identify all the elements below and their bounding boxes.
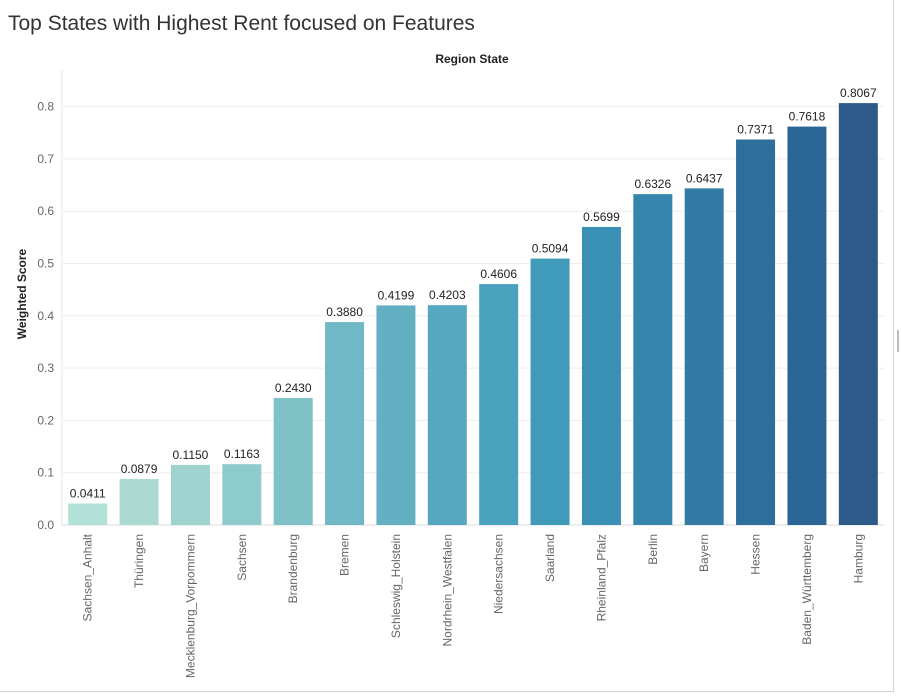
bar-brandenburg[interactable] <box>273 397 313 525</box>
y-tick-label: 0.3 <box>37 361 54 375</box>
y-tick-label: 0.1 <box>37 466 54 480</box>
x-tick-label: Bayern <box>697 534 711 572</box>
bar-value-label: 0.1150 <box>173 448 209 462</box>
bars <box>68 103 878 526</box>
x-tick-label: Brandenburg <box>286 534 300 603</box>
bar-value-label: 0.7618 <box>789 110 826 124</box>
y-tick-label: 0.6 <box>37 204 54 218</box>
x-tick-label: Berlin <box>646 534 660 565</box>
x-tick-label: Rheinland_Pfalz <box>594 534 608 621</box>
value-labels: 0.0411 0.0879 0.1150 0.1163 0.2430 0.3880 0.41… <box>70 86 877 500</box>
bar-value-label: 0.6437 <box>686 171 723 185</box>
page-title: Top States with Highest Rent focused on … <box>8 12 475 35</box>
bar-hessen[interactable] <box>736 139 776 525</box>
x-tick-label: Hamburg <box>851 534 865 583</box>
bar-value-label: 0.0879 <box>121 462 158 476</box>
bar-mecklenburg_vorpommern[interactable] <box>170 464 210 525</box>
x-tick-label: Baden_Württemberg <box>800 534 814 645</box>
bar-berlin[interactable] <box>633 194 673 525</box>
x-tick-label: Mecklenburg_Vorpommern <box>183 534 197 678</box>
bar-thüringen[interactable] <box>119 479 159 525</box>
bar-value-label: 0.5699 <box>583 210 620 224</box>
x-axis-ticks: Sachsen_Anhalt Thüringen Mecklenburg_Vorpo… <box>81 533 866 678</box>
bar-value-label: 0.2430 <box>275 381 312 395</box>
x-tick-label: Schleswig_Holstein <box>389 534 403 638</box>
y-tick-label: 0.2 <box>37 413 54 427</box>
x-tick-label: Saarland <box>543 534 557 582</box>
y-axis-title: Weighted Score <box>15 248 29 339</box>
y-tick-label: 0.4 <box>37 309 54 323</box>
bar-nordrhein_westfalen[interactable] <box>427 305 467 525</box>
bar-baden_württemberg[interactable] <box>787 126 827 526</box>
y-tick-label: 0.5 <box>37 257 54 271</box>
x-tick-label: Bremen <box>338 534 352 576</box>
x-tick-label: Sachsen_Anhalt <box>81 533 95 621</box>
bar-value-label: 0.8067 <box>840 86 877 100</box>
bar-value-label: 0.4203 <box>429 288 466 302</box>
bar-sachsen_anhalt[interactable] <box>68 503 108 525</box>
y-tick-label: 0.8 <box>37 100 54 114</box>
bar-rheinland_pfalz[interactable] <box>581 226 621 525</box>
bar-value-label: 0.0411 <box>70 487 106 501</box>
x-tick-label: Sachsen <box>235 534 249 581</box>
bar-value-label: 0.6326 <box>634 177 671 191</box>
bar-value-label: 0.7371 <box>737 123 774 137</box>
bar-saarland[interactable] <box>530 258 570 525</box>
resize-handle[interactable] <box>897 330 899 352</box>
x-tick-label: Niedersachsen <box>492 534 506 614</box>
bar-value-label: 0.1163 <box>224 447 260 461</box>
x-tick-label: Thüringen <box>132 534 146 588</box>
x-tick-label: Nordrhein_Westfalen <box>440 534 454 647</box>
y-tick-label: 0.7 <box>37 152 54 166</box>
x-axis-title: Region State <box>435 52 509 66</box>
bar-bayern[interactable] <box>684 188 724 525</box>
bar-sachsen[interactable] <box>222 464 262 525</box>
x-tick-label: Hessen <box>749 534 763 575</box>
bar-bremen[interactable] <box>325 322 365 525</box>
bar-schleswig_holstein[interactable] <box>376 305 416 525</box>
y-tick-label: 0.0 <box>37 518 54 532</box>
bar-niedersachsen[interactable] <box>479 284 519 525</box>
y-axis-ticks: 0.0 0.1 0.2 0.3 0.4 0.5 0.6 0.7 0.8 <box>37 100 54 532</box>
bar-value-label: 0.4199 <box>378 288 415 302</box>
bar-hamburg[interactable] <box>838 103 878 526</box>
bar-value-label: 0.4606 <box>480 267 517 281</box>
bar-value-label: 0.5094 <box>532 242 569 256</box>
bar-value-label: 0.3880 <box>326 305 363 319</box>
